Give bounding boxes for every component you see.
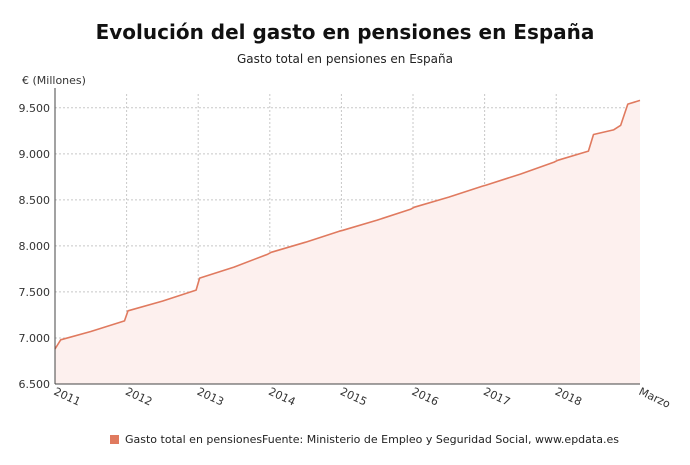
y-tick-label: 8.000	[19, 240, 51, 253]
y-tick-label: 9.000	[19, 148, 51, 161]
series-line	[54, 99, 641, 350]
legend-label: Gasto total en pensiones	[125, 433, 263, 446]
x-tick-label: 2016	[410, 385, 441, 409]
x-tick-label: 2014	[267, 385, 298, 409]
x-tick-label: 2013	[195, 385, 226, 409]
chart-title: Evolución del gasto en pensiones en Espa…	[95, 20, 595, 44]
series-area	[54, 99, 641, 385]
x-tick-label: 2015	[338, 385, 369, 409]
y-tick-label: 9.500	[19, 102, 51, 115]
x-tick-label: 2011	[52, 385, 83, 409]
y-tick-label: 6.500	[19, 378, 51, 391]
series-area-fill	[55, 100, 640, 385]
legend: Gasto total en pensiones	[110, 433, 262, 446]
x-tick-label: 2018	[553, 385, 584, 409]
x-tick-labels: 2011 2012 2013 2014 2015 2016 2017 2018 Marzo	[52, 385, 673, 411]
y-axis-label: € (Millones)	[22, 74, 86, 87]
legend-swatch	[110, 435, 119, 444]
chart-subtitle: Gasto total en pensiones en España	[237, 52, 453, 66]
x-tick-label: 2012	[123, 385, 154, 409]
x-tick-label: Marzo	[637, 385, 673, 411]
x-tick-label: 2017	[481, 385, 512, 409]
y-tick-labels: 6.500 7.000 7.500 8.000 8.500 9.000 9.500	[19, 102, 51, 391]
y-tick-label: 8.500	[19, 194, 51, 207]
y-tick-label: 7.000	[19, 332, 51, 345]
axes	[54, 88, 640, 385]
source-note: Fuente: Ministerio de Empleo y Seguridad…	[262, 433, 619, 446]
y-tick-label: 7.500	[19, 286, 51, 299]
